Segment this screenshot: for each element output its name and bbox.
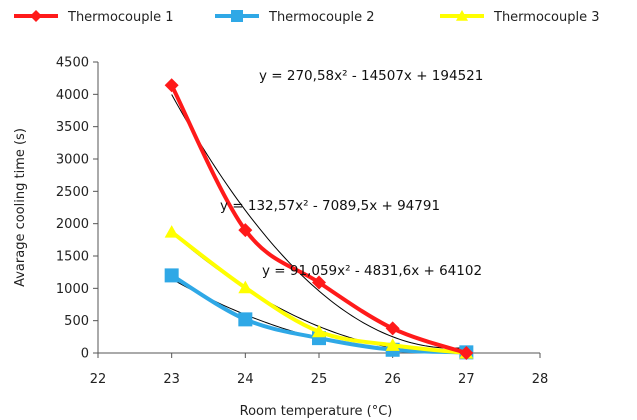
data-point [238,223,253,238]
trendline-equation-3: y = 91,059x² - 4831,6x + 64102 [262,263,482,279]
x-tick-label: 25 [311,372,328,387]
y-tick-label: 0 [81,347,89,362]
legend-marker [456,10,468,21]
x-tick-label: 23 [163,372,180,387]
y-tick-label: 2500 [56,185,89,200]
y-tick-label: 1000 [56,282,89,297]
y-tick-label: 2000 [56,217,89,232]
data-point [312,324,326,338]
x-tick-label: 22 [90,372,107,387]
data-point [238,280,253,294]
legend-label: Thermocouple 2 [268,10,375,25]
trendline-equation-2: y = 132,57x² - 7089,5x + 94791 [220,198,440,214]
x-axis-title: Room temperature (°C) [240,404,393,419]
x-tick-label: 26 [384,372,401,387]
data-point [164,78,179,93]
series-3 [164,225,474,359]
data-point [312,275,326,290]
x-tick-label: 28 [532,372,549,387]
data-point [459,346,474,360]
legend-marker [30,10,42,22]
y-tick-label: 500 [64,314,89,329]
y-tick-label: 3500 [56,120,89,135]
x-tick-label: 24 [237,372,254,387]
y-tick-label: 4000 [56,88,89,103]
y-tick-label: 1500 [56,250,89,265]
legend-label: Thermocouple 3 [493,10,600,25]
trendline-1 [171,94,467,349]
data-point [164,225,179,238]
data-point [238,312,253,327]
data-point [385,321,400,336]
data-point [164,268,179,283]
legend-label: Thermocouple 1 [67,10,174,25]
legend [14,10,484,22]
y-tick-label: 4500 [56,56,89,71]
series-line [169,83,469,355]
y-tick-label: 3000 [56,153,89,168]
trendlines [171,94,467,353]
series-1 [164,78,474,360]
x-tick-label: 27 [458,372,475,387]
y-axis-title: Avarage cooling time (s) [13,128,28,287]
data-point [385,338,400,351]
legend-marker [231,10,243,22]
trendline-equation-1: y = 270,58x² - 14507x + 194521 [259,68,483,84]
